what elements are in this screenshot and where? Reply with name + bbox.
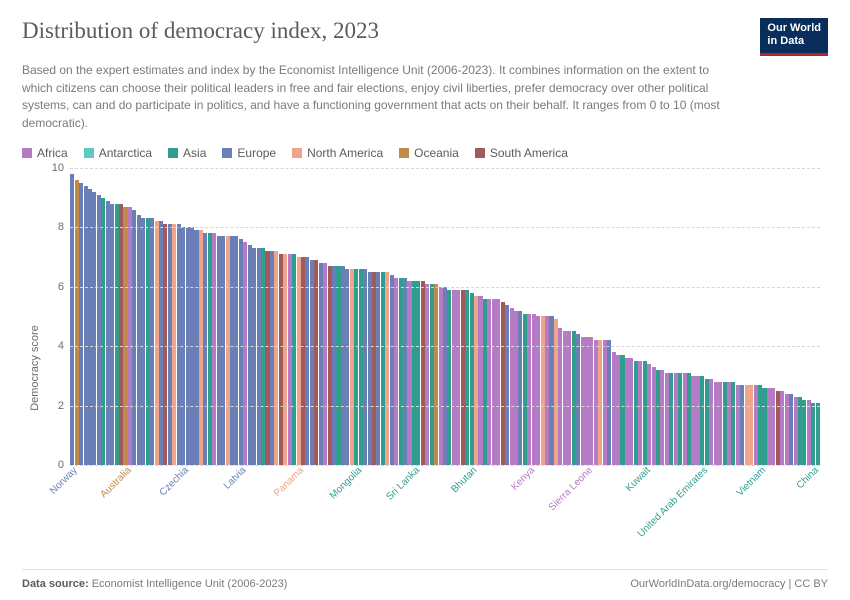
chart-title: Distribution of democracy index, 2023 — [22, 18, 379, 44]
legend-swatch — [168, 148, 178, 158]
legend-label: Oceania — [414, 146, 459, 160]
x-axis-label: Kenya — [509, 465, 537, 493]
y-tick-label: 10 — [46, 162, 64, 174]
x-axis-label: Australia — [98, 465, 133, 500]
grid-line — [70, 287, 820, 288]
legend-label: North America — [307, 146, 383, 160]
y-axis-label: Democracy score — [29, 326, 41, 412]
x-axis-label: Kuwait — [623, 465, 652, 494]
footer: Data source: Economist Intelligence Unit… — [22, 569, 828, 600]
legend-item[interactable]: Asia — [168, 146, 206, 160]
legend-swatch — [222, 148, 232, 158]
legend-swatch — [84, 148, 94, 158]
legend-item[interactable]: North America — [292, 146, 383, 160]
legend-label: Asia — [183, 146, 206, 160]
x-axis-label: Latvia — [222, 465, 249, 492]
chart-subtitle: Based on the expert estimates and index … — [22, 62, 722, 132]
x-axis-label: Bhutan — [449, 465, 479, 495]
bar[interactable] — [816, 403, 820, 465]
x-axis-label: Panama — [272, 465, 306, 499]
x-axis-label: Vietnam — [734, 465, 768, 499]
y-tick-label: 4 — [46, 340, 64, 352]
grid-line — [70, 346, 820, 347]
x-axis-label: Sierra Leone — [547, 465, 595, 513]
legend-label: Antarctica — [99, 146, 152, 160]
legend-swatch — [22, 148, 32, 158]
legend-item[interactable]: Africa — [22, 146, 68, 160]
chart-area: Democracy score 0246810 NorwayAustraliaC… — [22, 168, 828, 569]
y-tick-label: 2 — [46, 400, 64, 412]
x-axis-label: Sri Lanka — [384, 465, 422, 503]
legend-label: Africa — [37, 146, 68, 160]
legend-item[interactable]: South America — [475, 146, 568, 160]
legend-swatch — [475, 148, 485, 158]
legend: Africa Antarctica Asia Europe North America O… — [22, 146, 828, 160]
legend-item[interactable]: Antarctica — [84, 146, 152, 160]
y-tick-label: 6 — [46, 281, 64, 293]
x-axis-label: China — [795, 465, 821, 491]
attribution[interactable]: OurWorldInData.org/democracy | CC BY — [630, 578, 828, 590]
x-axis-label: Mongolia — [328, 465, 364, 501]
y-tick-label: 0 — [46, 459, 64, 471]
legend-label: Europe — [237, 146, 276, 160]
legend-item[interactable]: Oceania — [399, 146, 459, 160]
x-axis-label: Czechia — [158, 465, 191, 498]
legend-item[interactable]: Europe — [222, 146, 276, 160]
legend-label: South America — [490, 146, 568, 160]
legend-swatch — [399, 148, 409, 158]
legend-swatch — [292, 148, 302, 158]
y-tick-label: 8 — [46, 221, 64, 233]
grid-line — [70, 406, 820, 407]
grid-line — [70, 168, 820, 169]
grid-line — [70, 227, 820, 228]
owid-logo: Our Worldin Data — [760, 18, 828, 56]
